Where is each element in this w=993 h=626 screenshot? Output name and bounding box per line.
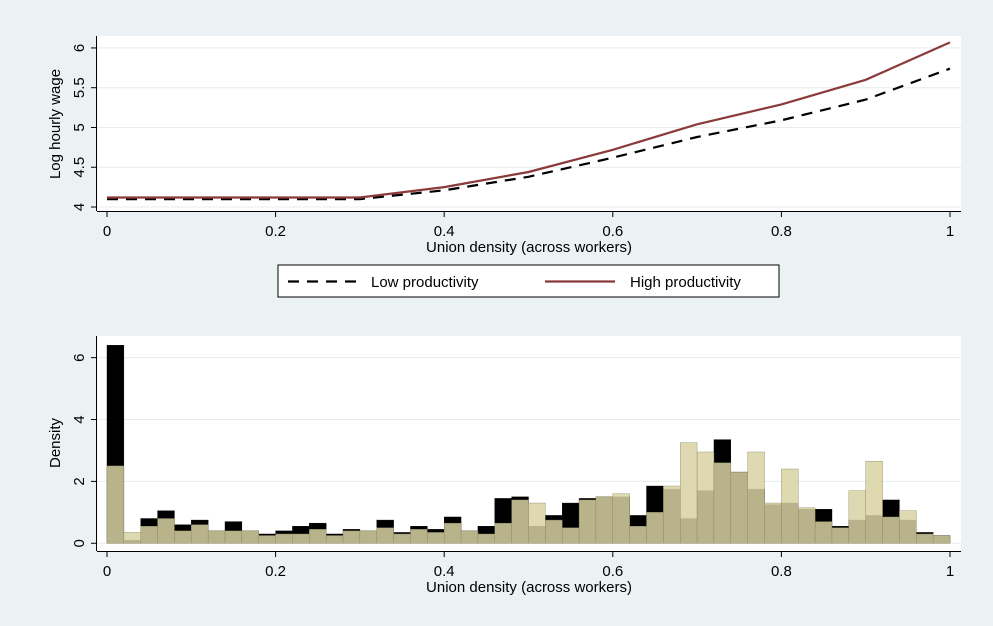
bottom-x-ticks: 0 0.2 0.4 0.6 0.8 1: [103, 551, 954, 580]
histogram-bar-series-1: [595, 496, 614, 544]
histogram-bar-series-1: [427, 532, 445, 544]
bot-y-tick-label: 0: [71, 539, 88, 547]
top-y-tick-label: 4: [71, 203, 88, 211]
top-x-ticks: 0 0.2 0.4 0.6 0.8 1: [103, 211, 954, 240]
histogram-bar-series-1: [764, 502, 782, 544]
bot-x-tick-label: 0.8: [771, 563, 792, 580]
histogram-bar-series-1: [174, 530, 192, 544]
histogram-bar-series-1: [140, 526, 158, 544]
histogram-bar-series-1: [713, 462, 732, 544]
histogram-bar-series-1: [646, 512, 664, 544]
histogram-bar-series-1: [511, 499, 529, 544]
top-x-axis-title: Union density (across workers): [426, 239, 632, 256]
histogram-bar-series-1: [393, 533, 411, 544]
histogram-bar-series-1: [730, 471, 748, 544]
histogram-bar-series-1: [848, 490, 866, 544]
top-x-tick-label: 1: [946, 223, 954, 240]
legend: Low productivity High productivity: [277, 264, 780, 298]
top-plot-background: [97, 36, 961, 211]
histogram-bar-series-1: [376, 527, 394, 544]
histogram-bar-series-1: [865, 461, 883, 544]
histogram-bar-series-1: [663, 485, 681, 544]
top-x-tick-label: 0.4: [434, 223, 455, 240]
bot-x-tick-label: 0.2: [265, 563, 286, 580]
line-series-low-productivity: [107, 67, 951, 201]
histogram-bar-series-1: [309, 529, 327, 544]
bottom-y-ticks: 0 2 4 6: [71, 353, 97, 547]
top-lines: [107, 41, 951, 201]
histogram-bar-series-1: [207, 530, 226, 544]
histogram-bar-series-1: [494, 522, 512, 544]
top-y-tick-label: 5.5: [71, 77, 88, 98]
histogram-bar-series-1: [798, 507, 816, 544]
top-y-tick-label: 4.5: [71, 157, 88, 178]
bot-y-tick-label: 2: [71, 477, 88, 485]
histogram-bar-series-1: [916, 533, 934, 544]
legend-box: [277, 264, 780, 298]
line-series-high-productivity: [107, 41, 951, 199]
top-x-tick-label: 0.8: [771, 223, 792, 240]
histogram-bar-series-1: [275, 533, 293, 544]
histogram-bar-series-1: [342, 530, 361, 544]
histogram-bar-series-1: [814, 521, 833, 544]
histogram-bar-series-1: [460, 530, 479, 544]
histogram-bar-series-1: [612, 493, 630, 544]
bot-x-tick-label: 0.4: [434, 563, 455, 580]
bot-y-tick-label: 6: [71, 353, 88, 361]
top-y-axis-title: Log hourly wage: [47, 69, 64, 179]
bot-y-tick-label: 4: [71, 415, 88, 423]
histogram-bar-series-1: [528, 502, 546, 544]
histogram-bar-series-1: [325, 535, 344, 544]
histogram-bar-series-1: [359, 530, 377, 544]
legend-label-low: Low productivity: [371, 274, 479, 291]
histogram-bar-series-1: [882, 516, 900, 544]
histogram-bar-series-1: [696, 451, 715, 544]
histogram-bar-series-1: [410, 529, 428, 544]
histogram-bar-series-1: [781, 468, 799, 544]
histogram-bar-series-1: [106, 465, 125, 544]
histogram-bar-series-1: [680, 442, 698, 544]
histogram-bar-series-1: [292, 533, 310, 544]
histogram-bar-series-1: [747, 451, 765, 544]
bottom-y-axis-title: Density: [47, 417, 64, 468]
top-x-tick-label: 0: [103, 223, 111, 240]
histogram-bar-series-1: [191, 524, 209, 544]
histogram-bar-series-1: [578, 499, 597, 544]
histogram-bar-series-1: [545, 519, 563, 544]
histogram-bar-series-1: [562, 527, 580, 544]
bot-x-tick-label: 0: [103, 563, 111, 580]
histogram-bar-series-1: [477, 533, 495, 544]
bot-x-tick-label: 0.6: [602, 563, 623, 580]
bottom-x-axis-title: Union density (across workers): [426, 579, 632, 596]
bot-x-tick-label: 1: [946, 563, 954, 580]
histogram-bar-series-1: [258, 535, 276, 544]
bottom-bars-series-1: [106, 442, 951, 544]
top-x-tick-label: 0.6: [602, 223, 623, 240]
histogram-bar-series-1: [157, 518, 175, 544]
histogram-bar-series-1: [123, 532, 141, 544]
histogram-bar-series-1: [932, 535, 951, 544]
top-x-tick-label: 0.2: [265, 223, 286, 240]
histogram-bar-series-1: [629, 526, 647, 544]
top-y-ticks: 4 4.5 5 5.5 6: [71, 44, 97, 211]
histogram-bar-series-1: [831, 527, 850, 544]
histogram-bar-series-1: [241, 530, 259, 544]
top-y-tick-label: 5: [71, 123, 88, 131]
top-grid: [97, 47, 961, 208]
histogram-bar-series-1: [444, 522, 462, 544]
histogram-bar-series-1: [224, 530, 243, 544]
top-y-tick-label: 6: [71, 44, 88, 52]
histogram-bar-series-1: [899, 510, 917, 544]
legend-label-high: High productivity: [630, 274, 741, 291]
